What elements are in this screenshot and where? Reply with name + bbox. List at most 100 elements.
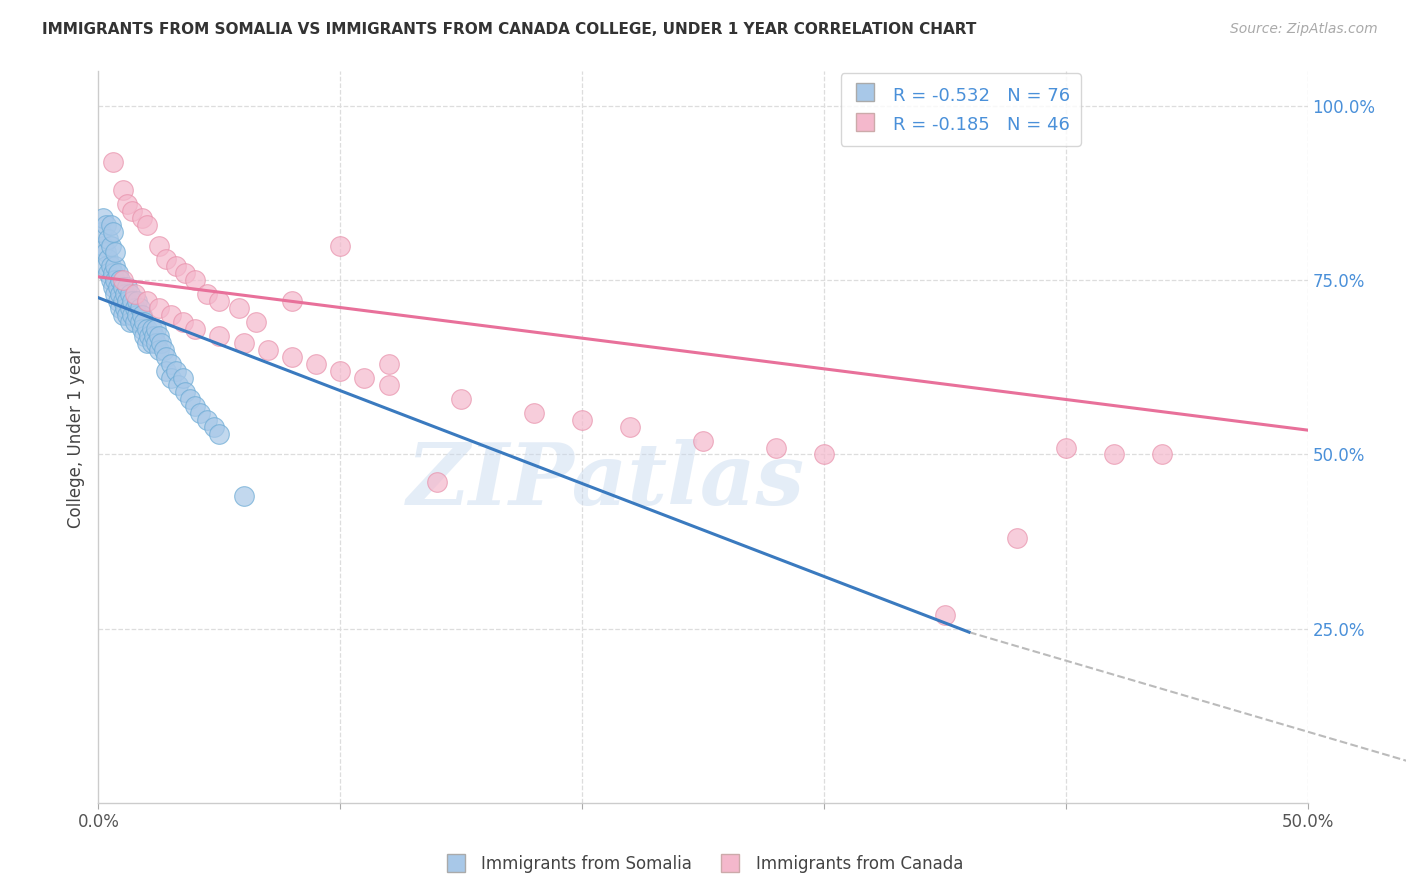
Point — [172, 371, 194, 385]
Point — [127, 294, 149, 309]
Point — [118, 287, 141, 301]
Point — [1007, 531, 1029, 545]
Point — [108, 273, 131, 287]
Point — [91, 211, 114, 225]
Point — [305, 357, 328, 371]
Point — [174, 266, 197, 280]
Point — [121, 203, 143, 218]
Point — [111, 183, 134, 197]
Point — [232, 336, 254, 351]
Point — [108, 287, 131, 301]
Point — [329, 238, 352, 252]
Point — [204, 419, 226, 434]
Point — [104, 273, 127, 287]
Point — [134, 315, 156, 329]
Point — [765, 441, 787, 455]
Legend: Immigrants from Somalia, Immigrants from Canada: Immigrants from Somalia, Immigrants from… — [436, 848, 970, 880]
Point — [128, 301, 150, 316]
Point — [329, 364, 352, 378]
Point — [97, 231, 120, 245]
Point — [692, 434, 714, 448]
Point — [195, 287, 218, 301]
Point — [111, 273, 134, 287]
Point — [281, 294, 304, 309]
Point — [118, 301, 141, 316]
Point — [100, 273, 122, 287]
Point — [934, 607, 956, 622]
Text: Source: ZipAtlas.com: Source: ZipAtlas.com — [1230, 22, 1378, 37]
Point — [114, 287, 136, 301]
Point — [117, 280, 139, 294]
Point — [101, 280, 124, 294]
Point — [104, 287, 127, 301]
Point — [619, 419, 641, 434]
Point — [134, 329, 156, 343]
Point — [184, 322, 207, 336]
Point — [100, 218, 122, 232]
Point — [135, 294, 157, 309]
Point — [128, 315, 150, 329]
Text: IMMIGRANTS FROM SOMALIA VS IMMIGRANTS FROM CANADA COLLEGE, UNDER 1 YEAR CORRELAT: IMMIGRANTS FROM SOMALIA VS IMMIGRANTS FR… — [42, 22, 977, 37]
Point — [135, 322, 157, 336]
Point — [100, 260, 122, 274]
Point — [148, 329, 170, 343]
Point — [1054, 441, 1077, 455]
Point — [148, 343, 170, 357]
Point — [94, 218, 117, 232]
Point — [426, 475, 449, 490]
Point — [160, 308, 183, 322]
Point — [107, 294, 129, 309]
Point — [111, 280, 134, 294]
Point — [179, 392, 201, 406]
Point — [97, 266, 120, 280]
Point — [104, 260, 127, 274]
Point — [124, 301, 146, 316]
Point — [167, 377, 190, 392]
Point — [148, 301, 170, 316]
Point — [127, 308, 149, 322]
Point — [145, 336, 167, 351]
Point — [232, 489, 254, 503]
Point — [108, 301, 131, 316]
Point — [107, 280, 129, 294]
Point — [91, 238, 114, 252]
Point — [208, 426, 231, 441]
Point — [97, 252, 120, 267]
Point — [121, 294, 143, 309]
Point — [131, 211, 153, 225]
Point — [228, 301, 250, 316]
Point — [150, 336, 173, 351]
Point — [165, 260, 187, 274]
Point — [100, 238, 122, 252]
Point — [94, 245, 117, 260]
Point — [121, 308, 143, 322]
Point — [117, 308, 139, 322]
Point — [256, 343, 278, 357]
Point — [107, 266, 129, 280]
Point — [523, 406, 546, 420]
Point — [101, 225, 124, 239]
Point — [174, 384, 197, 399]
Point — [377, 357, 399, 371]
Point — [160, 371, 183, 385]
Point — [160, 357, 183, 371]
Point — [208, 329, 231, 343]
Point — [450, 392, 472, 406]
Point — [172, 315, 194, 329]
Point — [111, 308, 134, 322]
Point — [101, 155, 124, 169]
Point — [152, 343, 174, 357]
Point — [184, 273, 207, 287]
Point — [208, 294, 231, 309]
Point — [245, 315, 267, 329]
Point — [104, 245, 127, 260]
Point — [124, 287, 146, 301]
Point — [188, 406, 211, 420]
Point — [135, 336, 157, 351]
Point — [353, 371, 375, 385]
Point — [114, 301, 136, 316]
Point — [131, 322, 153, 336]
Point — [143, 329, 166, 343]
Point — [184, 399, 207, 413]
Point — [90, 225, 112, 239]
